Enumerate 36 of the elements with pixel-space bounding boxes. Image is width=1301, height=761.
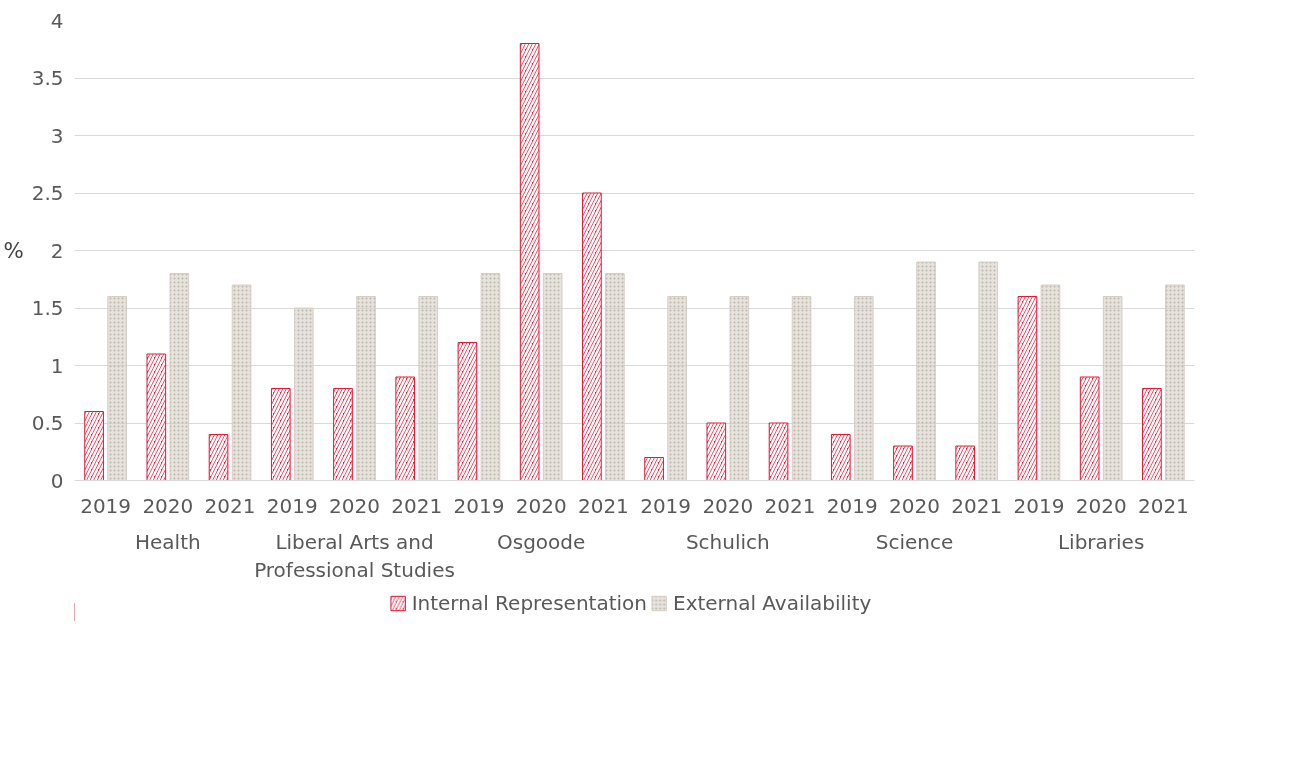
text: Osgoode [497,529,586,554]
y-tick-label: 2.5 [31,181,64,205]
legend-label: External Availability [672,591,872,615]
x-tick-label: 2021 [1137,493,1189,518]
x-tick-label: 2021 [204,493,256,518]
y-tick-label: 2 [50,238,64,263]
y-tick-label: 1 [50,353,64,378]
y-tick-label: 0 [50,468,64,493]
x-tick-label: 2020 [889,493,940,518]
x-tick-label: 2019 [80,493,132,518]
legend-label: Internal Representation [411,591,647,615]
text: Schulich [685,529,770,554]
x-tick-label: 2021 [577,493,629,518]
x-tick-label: 2021 [764,493,816,518]
x-tick-label: 2019 [266,493,318,518]
x-tick-label: 2019 [453,493,505,518]
y-tick-label: 0.5 [31,411,64,435]
y-axis-title: % [3,238,24,263]
x-tick-label: 2020 [702,493,754,518]
x-tick-label: 2021 [951,493,1003,518]
x-tick-label: 2020 [1075,493,1127,518]
y-tick-label: 1.5 [31,296,64,320]
x-tick-label: 2020 [515,493,567,518]
x-tick-label: 2019 [1013,493,1065,518]
text: Liberal Arts and Professional Studies [254,529,455,583]
text: Science [875,529,954,554]
text: Libraries [1057,529,1145,554]
y-tick-label: 3.5 [31,66,64,90]
y-tick-label: 4 [50,8,64,33]
y-tick-label: 3 [50,123,64,148]
x-tick-label: 2020 [142,493,194,518]
x-tick-label: 2019 [826,493,878,518]
x-tick-label: 2019 [640,493,692,518]
text: Health [135,529,201,554]
x-tick-label: 2021 [391,493,443,518]
x-tick-label: 2020 [329,493,380,518]
